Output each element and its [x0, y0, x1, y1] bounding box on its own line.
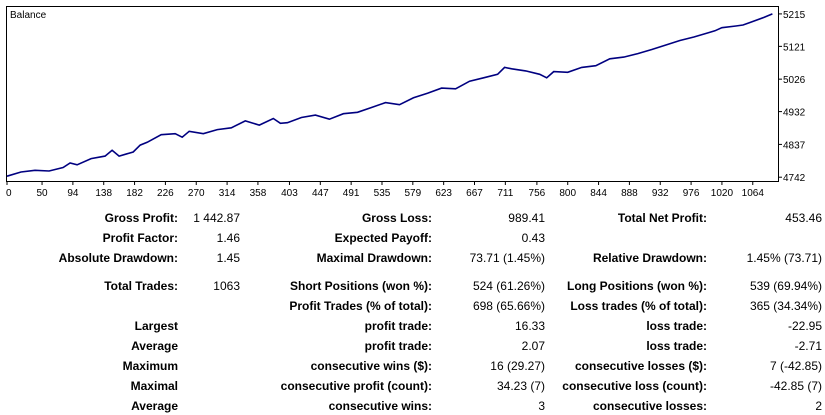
- x-tick-label: 182: [126, 188, 143, 199]
- balance-chart: Balance 0 50 94 138 182 226 270 314 358 403 447 491…: [0, 0, 825, 205]
- short-positions-value: 524 (61.26%): [472, 279, 545, 293]
- expected-payoff-label: Expected Payoff:: [334, 231, 432, 245]
- avg-consec-losses-label: consecutive losses:: [592, 399, 707, 413]
- maximal-consec-profit-label: consecutive profit (count):: [280, 379, 432, 393]
- max-consec-wins-label: consecutive wins ($):: [310, 359, 432, 373]
- y-tick-label: 4932: [783, 108, 806, 119]
- avg-consec-wins-label: consecutive wins:: [328, 399, 432, 413]
- x-tick-label: 844: [590, 188, 607, 199]
- maximal-consec-loss-label: consecutive loss (count):: [562, 379, 707, 393]
- profit-trades-label: Profit Trades (% of total):: [289, 299, 432, 313]
- maximum-label: Maximum: [122, 359, 178, 373]
- x-tick-label: 270: [188, 188, 205, 199]
- avg-consec-losses-value: 2: [815, 399, 822, 413]
- average-loss-value: -2.71: [794, 339, 822, 353]
- total-net-profit-value: 453.46: [785, 211, 822, 225]
- x-tick-label: 138: [95, 188, 112, 199]
- total-trades-label: Total Trades:: [104, 279, 178, 293]
- chart-title: Balance: [10, 10, 47, 21]
- x-tick-label: 888: [621, 188, 638, 199]
- x-tick-label: 0: [6, 188, 12, 199]
- balance-series-line: [6, 13, 773, 177]
- average-loss-label: loss trade:: [646, 339, 707, 353]
- maximal-drawdown-label: Maximal Drawdown:: [316, 251, 432, 265]
- total-net-profit-label: Total Net Profit:: [617, 211, 707, 225]
- x-tick-label: 623: [435, 188, 452, 199]
- x-tick-label: 314: [219, 188, 236, 199]
- average2-label: Average: [131, 399, 178, 413]
- x-tick-label: 756: [529, 188, 546, 199]
- maximal-consec-profit-value: 34.23 (7): [496, 379, 545, 393]
- y-tick-label: 4837: [783, 140, 806, 151]
- largest-profit-value: 16.33: [514, 319, 545, 333]
- gross-loss-label: Gross Loss:: [361, 211, 432, 225]
- x-tick-label: 579: [404, 188, 421, 199]
- x-tick-label: 711: [497, 188, 513, 199]
- maximal-consec-loss-value: -42.85 (7): [769, 379, 822, 393]
- x-tick-label: 358: [250, 188, 267, 199]
- x-axis: 0 50 94 138 182 226 270 314 358 403 447 491 535 579 62…: [6, 181, 764, 199]
- max-consec-wins-value: 16 (29.27): [490, 359, 545, 373]
- relative-drawdown-value: 1.45% (73.71): [746, 251, 822, 265]
- profit-factor-label: Profit Factor:: [102, 231, 178, 245]
- x-tick-label: 932: [652, 188, 669, 199]
- short-positions-label: Short Positions (won %):: [290, 279, 432, 293]
- relative-drawdown-label: Relative Drawdown:: [592, 251, 707, 265]
- x-tick-label: 976: [683, 188, 700, 199]
- long-positions-label: Long Positions (won %):: [567, 279, 707, 293]
- x-tick-label: 535: [374, 188, 391, 199]
- x-tick-label: 667: [466, 188, 483, 199]
- maximal-label: Maximal: [130, 379, 178, 393]
- x-tick-label: 94: [67, 188, 79, 199]
- max-consec-losses-label: consecutive losses ($):: [574, 359, 707, 373]
- absolute-drawdown-value: 1.45: [216, 251, 240, 265]
- long-positions-value: 539 (69.94%): [749, 279, 822, 293]
- plot-area: [6, 6, 779, 182]
- largest-loss-label: loss trade:: [646, 319, 707, 333]
- maximal-drawdown-value: 73.71 (1.45%): [469, 251, 545, 265]
- x-tick-label: 226: [157, 188, 174, 199]
- gross-profit-value: 1 442.87: [193, 211, 240, 225]
- x-tick-label: 491: [343, 188, 360, 199]
- y-tick-label: 5026: [783, 75, 806, 86]
- expected-payoff-value: 0.43: [521, 231, 545, 245]
- statistics-report: Gross Profit: 1 442.87 Gross Loss: 989.4…: [0, 206, 825, 415]
- x-tick-label: 50: [36, 188, 48, 199]
- profit-factor-value: 1.46: [216, 231, 240, 245]
- gross-loss-value: 989.41: [508, 211, 545, 225]
- y-axis: 5215 5121 5026 4932 4837 4742: [778, 10, 806, 184]
- balance-chart-svg: Balance 0 50 94 138 182 226 270 314 358 403 447 491…: [6, 6, 806, 199]
- max-consec-losses-value: 7 (-42.85): [769, 359, 822, 373]
- average-profit-label: profit trade:: [364, 339, 432, 353]
- largest-profit-label: profit trade:: [364, 319, 432, 333]
- average-profit-value: 2.07: [521, 339, 545, 353]
- profit-trades-value: 698 (65.66%): [472, 299, 545, 313]
- y-tick-label: 5121: [783, 42, 806, 53]
- y-tick-label: 4742: [783, 173, 806, 184]
- x-tick-label: 1020: [711, 188, 734, 199]
- y-tick-label: 5215: [783, 10, 806, 21]
- x-tick-label: 447: [312, 188, 329, 199]
- gross-profit-label: Gross Profit:: [104, 211, 178, 225]
- absolute-drawdown-label: Absolute Drawdown:: [58, 251, 178, 265]
- loss-trades-label: Loss trades (% of total):: [570, 299, 707, 313]
- total-trades-value: 1063: [213, 279, 240, 293]
- average-label: Average: [131, 339, 178, 353]
- x-tick-label: 403: [281, 188, 298, 199]
- largest-label: Largest: [134, 319, 178, 333]
- x-tick-label: 1064: [742, 188, 765, 199]
- avg-consec-wins-value: 3: [538, 399, 545, 413]
- loss-trades-value: 365 (34.34%): [749, 299, 822, 313]
- largest-loss-value: -22.95: [787, 319, 822, 333]
- x-tick-label: 800: [559, 188, 576, 199]
